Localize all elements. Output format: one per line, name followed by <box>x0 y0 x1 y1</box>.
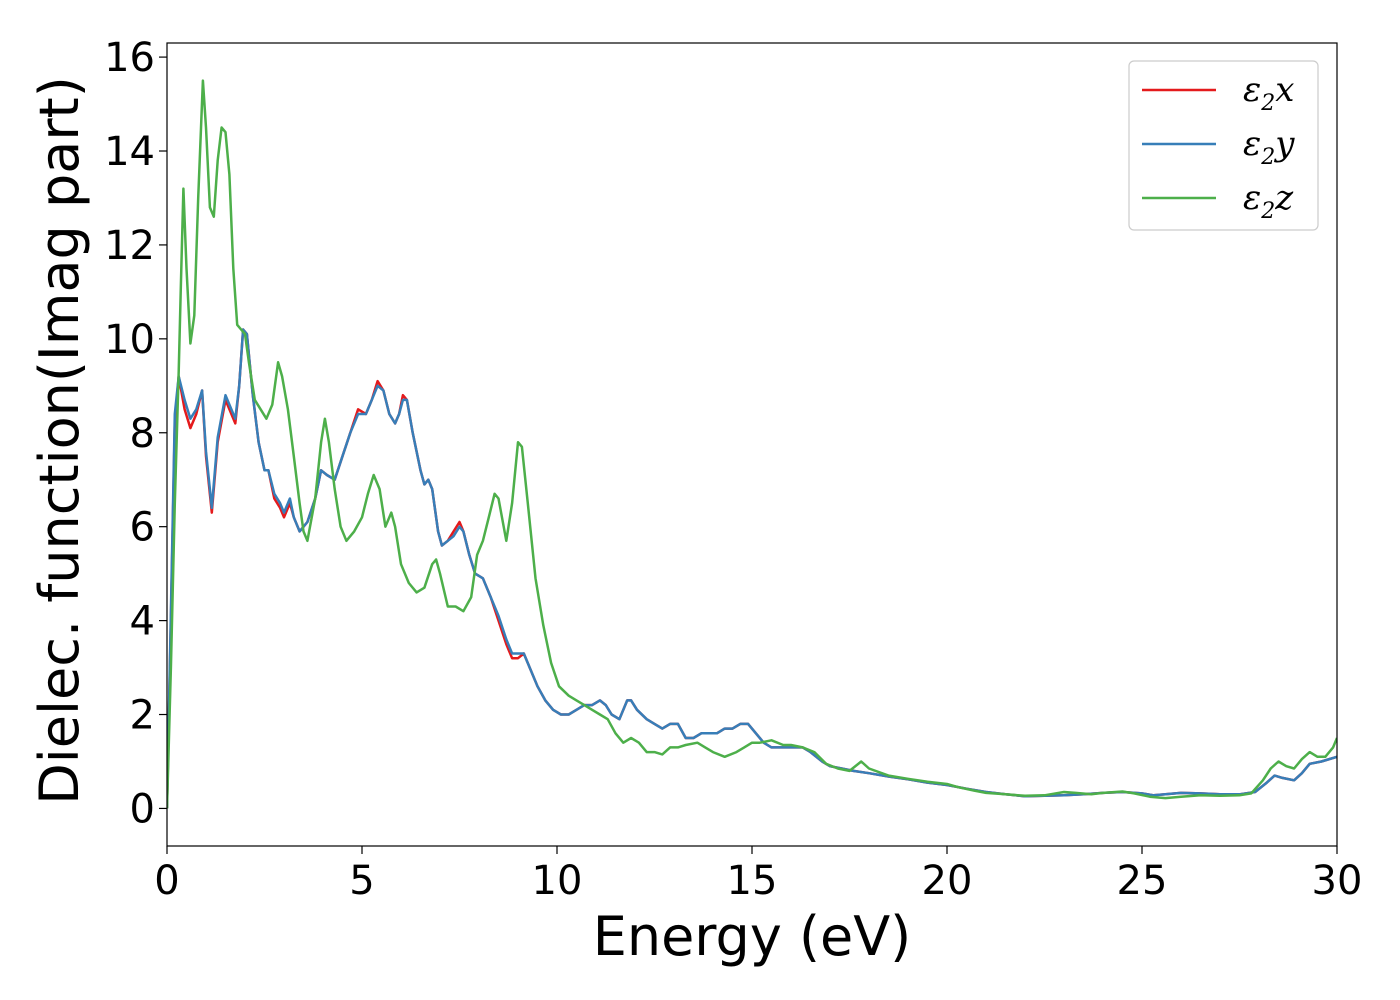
y-tick-label: 6 <box>130 505 155 551</box>
legend-label-z: ε2z <box>1243 178 1294 224</box>
y-tick-label: 10 <box>104 317 155 363</box>
series-line-z <box>167 79 1337 809</box>
x-tick-label: 15 <box>727 858 778 904</box>
series-line-y <box>167 328 1337 809</box>
x-tick-label: 25 <box>1117 858 1168 904</box>
y-tick-label: 4 <box>130 599 155 645</box>
legend: ε2x ε2y ε2z <box>1128 60 1319 231</box>
y-axis-ticks: 0 2 4 6 8 10 12 14 16 <box>104 35 167 832</box>
y-tick-label: 0 <box>130 786 155 832</box>
y-tick-label: 2 <box>130 693 155 739</box>
x-tick-label: 20 <box>922 858 973 904</box>
y-tick-label: 14 <box>104 129 155 175</box>
x-axis-ticks: 0 5 10 15 20 25 30 <box>154 846 1362 904</box>
series-line-x <box>167 328 1337 809</box>
plot-lines <box>167 79 1337 809</box>
x-tick-label: 10 <box>532 858 583 904</box>
y-tick-label: 16 <box>104 35 155 81</box>
legend-label-x: ε2x <box>1243 70 1294 116</box>
legend-box <box>1128 60 1319 231</box>
x-axis-title: Energy (eV) <box>593 905 912 968</box>
legend-label-y: ε2y <box>1243 124 1295 170</box>
x-tick-label: 30 <box>1312 858 1363 904</box>
y-tick-label: 8 <box>130 411 155 457</box>
y-axis-title: Dielec. function(Imag part) <box>28 76 91 805</box>
x-tick-label: 5 <box>349 858 374 904</box>
y-tick-label: 12 <box>104 223 155 269</box>
x-tick-label: 0 <box>154 858 179 904</box>
